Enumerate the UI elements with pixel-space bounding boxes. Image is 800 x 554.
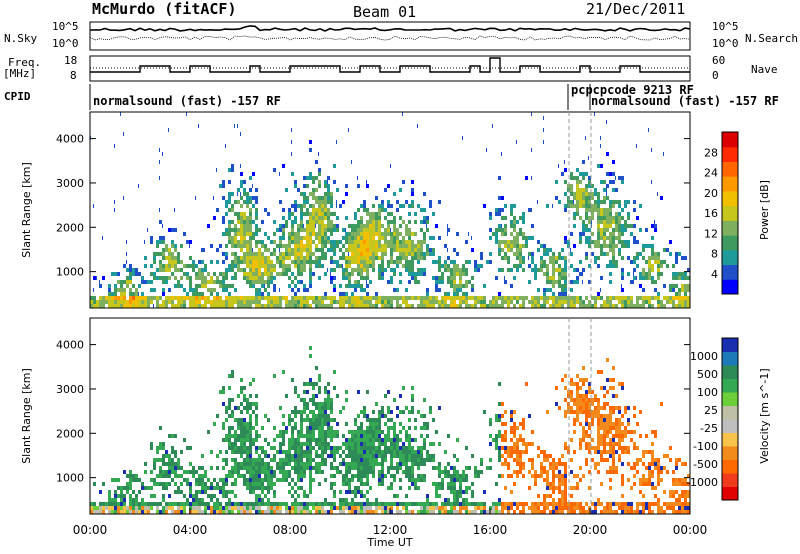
noise-left-tick-low: 10^0 bbox=[52, 37, 79, 50]
x-tick-4: 16:00 bbox=[473, 523, 508, 537]
noise-right-tick-high: 10^5 bbox=[712, 20, 739, 33]
power-colorbar-tick-5: 24 bbox=[704, 167, 718, 180]
power-ytick-2: 3000 bbox=[56, 177, 84, 190]
velocity-colorbar-tick-1: -500 bbox=[693, 458, 718, 471]
beam-title: Beam 01 bbox=[353, 3, 417, 21]
nsky-trace bbox=[89, 25, 691, 32]
velocity-colorbar-tick-0: -1000 bbox=[686, 476, 718, 489]
nsearch-label: N.Search bbox=[745, 32, 798, 45]
velocity-ytick-3: 4000 bbox=[56, 339, 84, 352]
velocity-colorbar-tick-2: -100 bbox=[693, 440, 718, 453]
x-tick-3: 12:00 bbox=[373, 523, 408, 537]
velocity-colorbar-tick-5: 100 bbox=[697, 386, 718, 399]
power-colorbar-tick-2: 12 bbox=[704, 227, 718, 240]
velocity-ytick-1: 2000 bbox=[56, 427, 84, 440]
freq-lines bbox=[90, 57, 690, 73]
noise-lines bbox=[89, 25, 691, 41]
nsky-label: N.Sky bbox=[4, 32, 38, 45]
x-tick-1: 04:00 bbox=[173, 523, 208, 537]
velocity-heatmap bbox=[90, 346, 690, 514]
velocity-colorbar-tick-6: 500 bbox=[697, 368, 718, 381]
velocity-x-axis: 00:00 04:00 08:00 12:00 16:00 20:00 00:00 bbox=[73, 508, 708, 537]
freq-left-tick-high: 18 bbox=[64, 54, 78, 67]
nave-right-tick-high: 60 bbox=[712, 54, 726, 67]
site-title: McMurdo (fitACF) bbox=[92, 0, 237, 18]
velocity-ytick-0: 1000 bbox=[56, 472, 84, 485]
nsearch-trace bbox=[89, 35, 691, 41]
cpid-segment-1: normalsound (fast) -157 RF bbox=[93, 94, 281, 108]
velocity-colorbar: -1000 -500 -100 -25 25 100 500 1000 bbox=[686, 337, 739, 501]
freq-left-tick-low: 8 bbox=[70, 69, 77, 82]
power-colorbar-frame bbox=[721, 131, 739, 295]
power-colorbar-tick-0: 4 bbox=[711, 268, 718, 281]
cpid-segment-2: pcpcpcode 9213 RF bbox=[571, 83, 694, 97]
cpid-label: CPID bbox=[4, 90, 31, 103]
cpid-segment-3: normalsound (fast) -157 RF bbox=[591, 94, 779, 108]
velocity-ylabel: Slant Range [km] bbox=[20, 368, 33, 464]
power-panel-frame bbox=[89, 111, 691, 309]
gap-markers bbox=[568, 112, 592, 514]
velocity-colorbar-frame bbox=[721, 337, 739, 501]
power-ytick-3: 4000 bbox=[56, 133, 84, 146]
date-title: 21/Dec/2011 bbox=[586, 0, 686, 18]
power-ylabel: Slant Range [km] bbox=[20, 162, 33, 258]
x-tick-2: 08:00 bbox=[273, 523, 308, 537]
noise-left-tick-high: 10^5 bbox=[52, 20, 79, 33]
noise-panel-frame bbox=[89, 21, 691, 51]
power-colorbar-label: Power [dB] bbox=[758, 180, 771, 240]
velocity-colorbar-tick-4: 25 bbox=[704, 404, 718, 417]
velocity-xlabel: Time UT bbox=[366, 536, 412, 549]
noise-right-tick-low: 10^0 bbox=[712, 37, 739, 50]
cpid-markers bbox=[89, 84, 591, 110]
freq-label-line1: Freq. bbox=[8, 56, 42, 69]
velocity-colorbar-label: Velocity [m s^-1] bbox=[758, 368, 771, 463]
x-tick-5: 20:00 bbox=[573, 523, 608, 537]
power-colorbar: 4 8 12 16 20 24 28 bbox=[704, 131, 739, 295]
power-colorbar-tick-1: 8 bbox=[711, 248, 718, 261]
power-heatmap bbox=[90, 112, 690, 308]
power-colorbar-tick-3: 16 bbox=[704, 207, 718, 220]
power-y-axis: 1000 2000 3000 4000 bbox=[56, 133, 690, 279]
power-ytick-1: 2000 bbox=[56, 221, 84, 234]
velocity-y-axis: 1000 2000 3000 4000 bbox=[56, 339, 690, 485]
freq-label-line2: [MHz] bbox=[3, 67, 37, 80]
nave-right-tick-low: 0 bbox=[712, 69, 719, 82]
velocity-colorbar-tick-3: -25 bbox=[700, 422, 718, 435]
power-ytick-0: 1000 bbox=[56, 266, 84, 279]
freq-trace bbox=[90, 57, 690, 73]
nave-label: Nave bbox=[751, 63, 778, 76]
power-colorbar-tick-4: 20 bbox=[704, 187, 718, 200]
x-tick-6: 00:00 bbox=[673, 523, 708, 537]
velocity-ytick-2: 3000 bbox=[56, 383, 84, 396]
power-colorbar-tick-6: 28 bbox=[704, 146, 718, 159]
x-tick-0: 00:00 bbox=[73, 523, 108, 537]
velocity-colorbar-tick-7: 1000 bbox=[690, 350, 718, 363]
